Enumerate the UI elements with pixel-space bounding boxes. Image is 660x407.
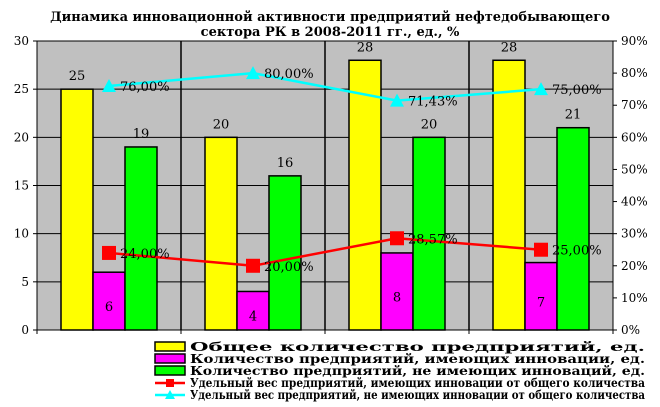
bar-2009-0 [204, 136, 238, 331]
left-tick-label: 10 [14, 227, 29, 241]
marker-triangle-3 [534, 82, 548, 96]
legend-swatch-2 [154, 365, 186, 376]
left-tick-label: 5 [21, 275, 29, 289]
chart-title: Динамика инновационной активности предпр… [50, 10, 610, 25]
right-tick-label: 10% [621, 291, 648, 305]
axes: 0 5 10 15 20 25 30 0% 10% 20% 30% 40% 50% 60% 70% 80% 90… [14, 34, 648, 337]
bar-2008-0 [60, 88, 94, 331]
bar-label-0-3: 28 [501, 40, 518, 55]
bar-2011-0 [492, 59, 526, 331]
marker-square-1 [246, 258, 260, 273]
legend-label-2: Количество предприятий, не имеющих иннов… [190, 364, 645, 378]
legend-label-4: Удельный вес предприятий, не имеющих инн… [190, 388, 645, 402]
bar-2009-1 [236, 290, 270, 331]
bar-label-2-0: 19 [133, 127, 150, 142]
marker-triangle-1 [246, 66, 260, 80]
bar-2011-2 [556, 126, 590, 331]
bar-label-2-2: 20 [421, 117, 438, 132]
line-label-3-1: 20,00% [264, 260, 314, 275]
line-label-4-0: 76,00% [120, 80, 170, 95]
bar-2009-2 [268, 175, 302, 331]
line-label-3-3: 25,00% [552, 244, 602, 259]
legend-swatch-1 [154, 353, 186, 364]
line-series-4 [108, 71, 542, 102]
bar-2010-2 [412, 136, 446, 331]
right-tick-label: 80% [621, 66, 648, 80]
bar-label-0-1: 20 [213, 117, 230, 132]
right-tick-label: 70% [621, 98, 648, 112]
right-tick-label: 40% [621, 195, 648, 209]
line-label-3-2: 28,57% [408, 232, 458, 247]
bar-2008-2 [124, 146, 158, 331]
marker-square-2 [390, 231, 404, 246]
legend-marker-4 [165, 390, 175, 399]
bar-label-2-1: 16 [277, 156, 294, 171]
bar-label-1-3: 7 [537, 295, 545, 310]
bar-label-2-3: 21 [565, 108, 582, 123]
legend-label-0: Общее количество предприятий, ед. [190, 340, 645, 354]
chart-subtitle: сектора РК в 2008-2011 гг., ед., % [201, 25, 460, 40]
bar-label-1-2: 8 [393, 290, 401, 305]
right-tick-label: 90% [621, 34, 648, 48]
bar-label-1-0: 6 [105, 300, 113, 315]
legend-label-1: Количество предприятий, имеющих инноваци… [190, 352, 645, 366]
bars [60, 59, 590, 331]
line-label-4-3: 75,00% [552, 83, 602, 98]
marker-triangle-2 [390, 93, 404, 107]
right-tick-label: 60% [621, 130, 648, 144]
bar-label-0-2: 28 [357, 40, 374, 55]
line-series-3 [108, 236, 542, 268]
bar-label-0-0: 25 [69, 69, 86, 84]
left-tick-label: 15 [14, 179, 29, 193]
left-tick-label: 30 [14, 34, 29, 48]
legend: Общее количество предприятий, ед.Количес… [154, 340, 645, 402]
lines [102, 66, 548, 273]
legend-marker-3 [166, 379, 174, 387]
right-tick-label: 30% [621, 227, 648, 241]
right-tick-label: 20% [621, 259, 648, 273]
legend-swatch-0 [154, 341, 186, 352]
line-label-4-1: 80,00% [264, 67, 314, 82]
left-tick-label: 0 [21, 323, 29, 337]
line-label-3-0: 24,00% [120, 247, 170, 262]
line-label-4-2: 71,43% [408, 95, 458, 110]
marker-square-0 [102, 245, 116, 260]
data-labels: 25 20 28 28 6 4 8 7 19 16 20 21 24,00% 20,00% 28,57% 25… [69, 40, 602, 324]
marker-triangle-0 [102, 78, 116, 92]
right-tick-label: 50% [621, 162, 648, 176]
bar-2011-1 [524, 261, 558, 331]
legend-label-3: Удельный вес предприятий, имеющих иннова… [190, 376, 645, 390]
left-tick-label: 20 [14, 130, 29, 144]
bar-label-1-1: 4 [249, 310, 257, 325]
bar-2010-0 [348, 59, 382, 331]
marker-square-3 [534, 242, 548, 257]
left-tick-label: 25 [14, 82, 29, 96]
right-tick-label: 0% [621, 323, 640, 337]
